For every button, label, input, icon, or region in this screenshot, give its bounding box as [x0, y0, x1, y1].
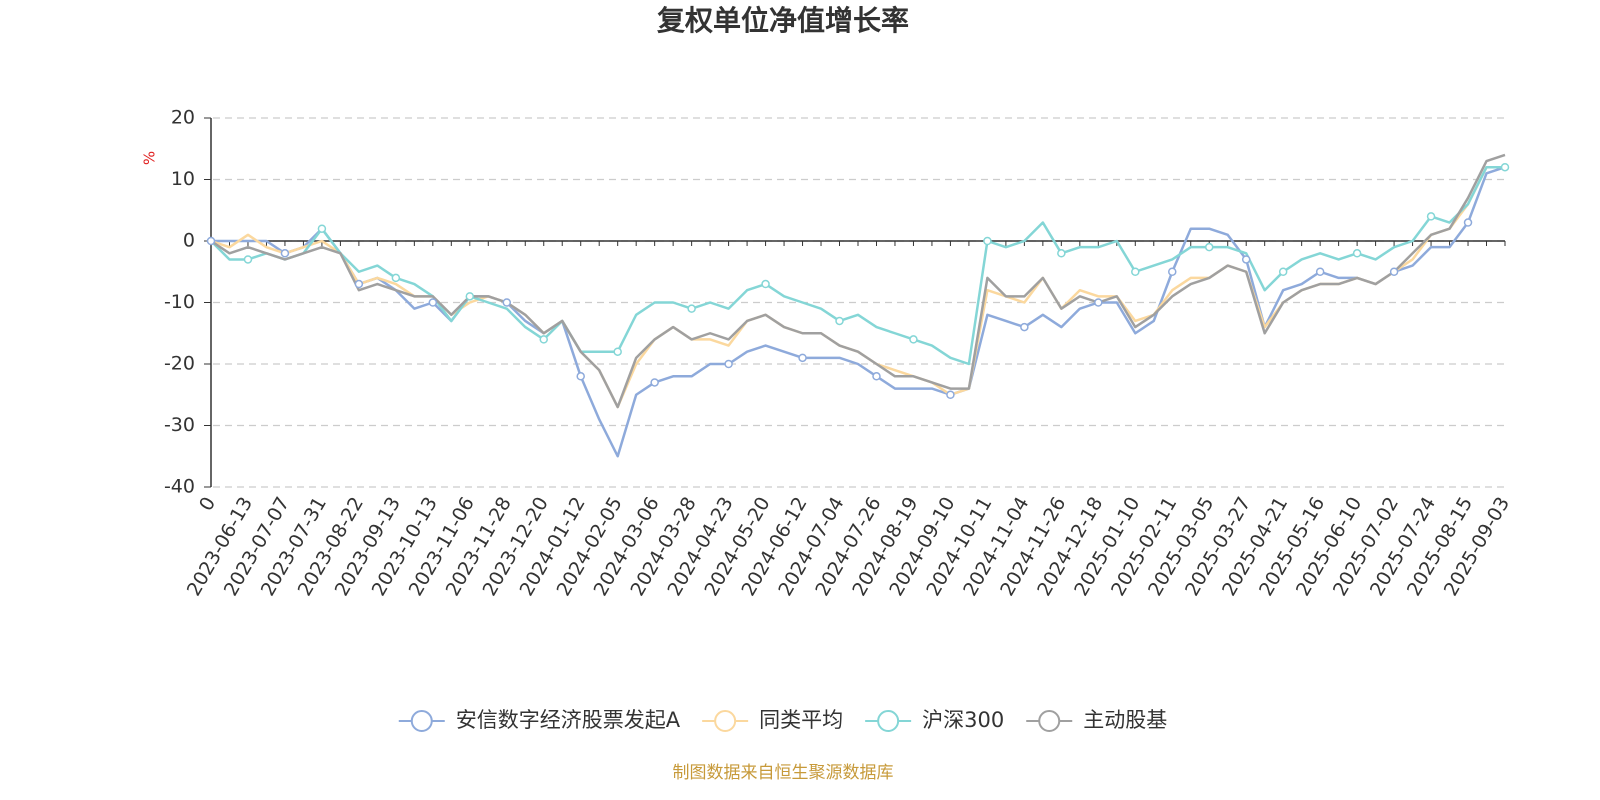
y-tick-label: 10 [171, 168, 195, 190]
x-tick-label: 0 [195, 493, 220, 514]
point-marker [539, 335, 548, 344]
legend-marker [410, 710, 433, 732]
chart-title: 复权单位净值增长率 [657, 4, 909, 37]
point-marker [1020, 322, 1029, 332]
point-marker [1057, 249, 1066, 258]
legend-label: 安信数字经济股票发起A [456, 708, 681, 732]
source-note: 制图数据来自恒生聚源数据库 [673, 763, 894, 783]
point-marker [428, 298, 438, 307]
point-marker [687, 304, 696, 313]
legend-label: 同类平均 [759, 708, 843, 732]
point-marker [354, 279, 364, 289]
series-line [210, 165, 1505, 366]
legend-marker [714, 710, 737, 732]
point-marker [1241, 255, 1251, 264]
point-marker [1426, 212, 1436, 221]
point-marker [946, 390, 955, 399]
point-marker [983, 236, 992, 246]
point-marker [1204, 242, 1214, 252]
legend-marker [877, 710, 900, 732]
point-marker [650, 378, 659, 387]
point-marker [613, 347, 622, 356]
point-marker [1315, 267, 1325, 276]
point-marker [872, 372, 881, 381]
point-marker [243, 255, 253, 264]
point-marker [1463, 218, 1473, 227]
point-marker [835, 316, 844, 326]
point-marker [1131, 267, 1140, 276]
y-tick-label: -10 [164, 291, 195, 313]
point-marker [1094, 298, 1103, 307]
point-marker [1500, 162, 1510, 172]
point-marker [391, 273, 401, 283]
y-tick-label: -40 [164, 476, 195, 498]
y-tick-label: 20 [171, 107, 195, 129]
point-marker [1168, 267, 1177, 276]
point-marker [502, 298, 512, 307]
point-marker [1278, 267, 1288, 276]
legend-marker [1038, 710, 1061, 732]
series-line [210, 153, 1506, 409]
point-marker [724, 359, 733, 369]
series-line [211, 166, 1506, 458]
y-axis-label: % [141, 151, 159, 165]
y-tick-label: 0 [183, 230, 195, 252]
legend-label: 主动股基 [1083, 708, 1167, 732]
y-tick-label: -20 [164, 353, 195, 375]
point-marker [798, 353, 807, 363]
point-marker [576, 372, 585, 381]
point-marker [1389, 267, 1399, 276]
point-marker [1352, 249, 1362, 258]
legend-label: 沪深300 [922, 708, 1004, 732]
point-marker [909, 335, 918, 344]
point-marker [317, 224, 327, 233]
point-marker [761, 279, 770, 289]
y-tick-label: -30 [164, 414, 195, 436]
point-marker [206, 236, 216, 246]
point-marker [280, 249, 290, 258]
point-marker [465, 292, 475, 301]
legend: 安信数字经济股票发起A 同类平均 沪深300 主动股基 [398, 708, 1167, 732]
